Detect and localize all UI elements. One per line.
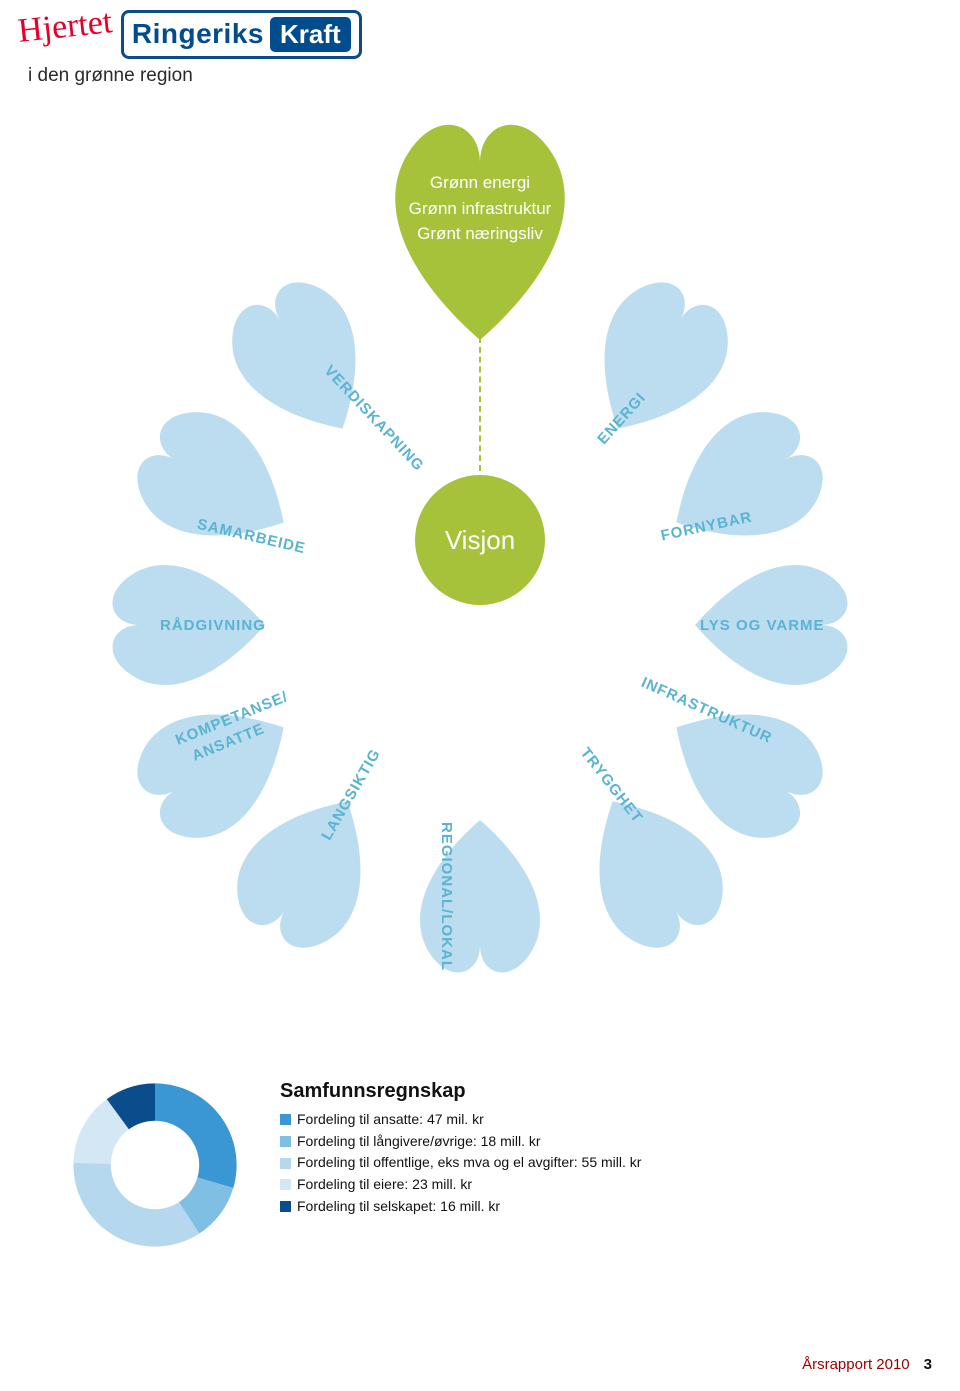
legend: Samfunnsregnskap Fordeling til ansatte: … [280,1080,641,1217]
top-petal: Grønn energi Grønn infrastruktur Grønt n… [375,100,585,340]
top-line: Grønt næringsliv [375,221,585,247]
header: Hjertet Ringeriks Kraft i den grønne reg… [18,10,362,87]
legend-row: Fordeling til eiere: 23 mill. kr [280,1174,641,1196]
footer-page: 3 [924,1356,932,1373]
legend-row: Fordeling til offentlige, eks mva og el … [280,1152,641,1174]
petal-label: RÅDGIVNING [160,617,266,634]
legend-row: Fordeling til selskapet: 16 mill. kr [280,1196,641,1218]
legend-swatch [280,1136,291,1147]
top-line: Grønn infrastruktur [375,196,585,222]
logo-bolt: Kraft [270,17,351,52]
logo-box: Ringeriks Kraft [121,10,362,59]
tagline: i den grønne region [28,65,362,87]
legend-swatch [280,1201,291,1212]
legend-label: Fordeling til långivere/øvrige: 18 mill.… [297,1131,541,1153]
center-label: Visjon [445,525,515,556]
legend-label: Fordeling til selskapet: 16 mill. kr [297,1196,500,1218]
legend-title: Samfunnsregnskap [280,1080,641,1103]
legend-swatch [280,1114,291,1125]
header-script: Hjertet [16,5,113,49]
legend-label: Fordeling til ansatte: 47 mil. kr [297,1109,484,1131]
legend-label: Fordeling til offentlige, eks mva og el … [297,1152,641,1174]
legend-row: Fordeling til ansatte: 47 mil. kr [280,1109,641,1131]
donut-chart [70,1080,240,1250]
legend-swatch [280,1179,291,1190]
samfunnsregnskap-block: Samfunnsregnskap Fordeling til ansatte: … [70,1080,641,1250]
footer-text: Årsrapport 2010 [802,1356,910,1373]
legend-row: Fordeling til långivere/øvrige: 18 mill.… [280,1131,641,1153]
vision-flower-diagram: Grønn energi Grønn infrastruktur Grønt n… [80,120,880,960]
top-line: Grønn energi [375,170,585,196]
legend-label: Fordeling til eiere: 23 mill. kr [297,1174,472,1196]
center-circle: Visjon [415,475,545,605]
legend-swatch [280,1158,291,1169]
top-petal-text: Grønn energi Grønn infrastruktur Grønt n… [375,170,585,247]
petal [405,820,555,990]
logo-word: Ringeriks [132,18,264,50]
petal-label: LYS OG VARME [700,617,825,634]
logo: Ringeriks Kraft [121,10,362,59]
petal-label: REGIONAL/LOKAL [438,822,455,971]
footer: Årsrapport 2010 3 [802,1356,932,1373]
